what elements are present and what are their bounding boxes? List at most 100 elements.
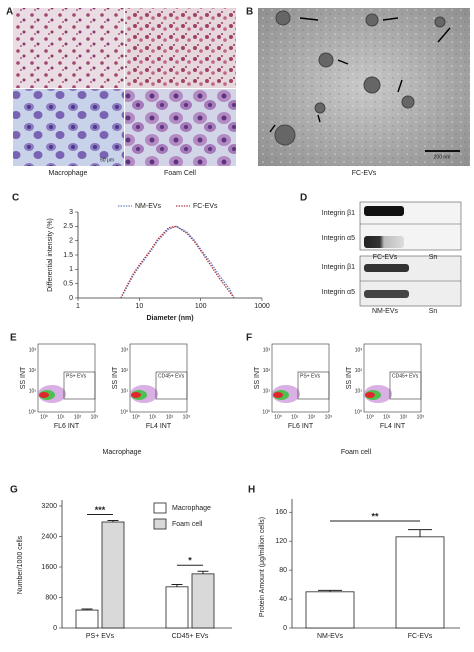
x-tick-label: CD45+ EVs xyxy=(172,633,209,640)
y-tick-label: 10¹ xyxy=(355,389,363,395)
x-tick-label: 10³ xyxy=(417,414,425,420)
axis xyxy=(77,212,262,299)
x-axis-label: FL6 INT xyxy=(288,423,314,430)
y-tick-label: 160 xyxy=(275,509,287,516)
y-axis-label: SS INT xyxy=(20,366,27,389)
bar xyxy=(165,586,189,629)
x-tick-label: 10¹ xyxy=(291,414,299,420)
y-axis-label: SS INT xyxy=(254,366,261,389)
vesicles xyxy=(274,10,446,146)
error-bar xyxy=(107,519,119,523)
y-tick-label: 1 xyxy=(69,266,73,273)
scatter-cloud xyxy=(131,392,141,398)
y-tick-label: 10² xyxy=(121,368,129,374)
x-tick-label: 10³ xyxy=(91,414,99,420)
y-axis-label: SS INT xyxy=(112,366,119,389)
gate xyxy=(297,371,330,400)
gate xyxy=(389,371,422,400)
y-tick-label: 0 xyxy=(283,625,287,632)
panel-label: G xyxy=(10,485,18,496)
bar xyxy=(101,521,125,629)
bar xyxy=(395,536,445,629)
panel-label: C xyxy=(12,193,19,204)
blot-row-label: Integrin α5 xyxy=(322,289,355,296)
gate-label: CD45+ EVs xyxy=(392,373,419,379)
x-axis-label: Diameter (nm) xyxy=(146,315,193,322)
error-bar xyxy=(81,608,93,611)
x-tick-label: 10¹ xyxy=(383,414,391,420)
y-tick-label: 800 xyxy=(45,594,57,601)
y-tick-label: 10² xyxy=(355,368,363,374)
panel-label: A xyxy=(6,7,13,18)
x-tick-label: 10⁰ xyxy=(366,414,374,420)
scale-bar-label: 50 μm xyxy=(100,157,114,163)
legend-label: FC-EVs xyxy=(193,203,218,210)
y-tick-label: 10⁰ xyxy=(262,409,270,415)
y-axis-label: Differential intensity (%) xyxy=(47,218,54,292)
y-tick-label: 2 xyxy=(69,238,73,245)
panel-label: H xyxy=(248,485,255,496)
y-tick-label: 1600 xyxy=(41,564,57,571)
legend-label: NM-EVs xyxy=(135,203,162,210)
micrograph xyxy=(13,89,124,166)
x-tick-label: 10⁰ xyxy=(132,414,140,420)
blot-row-label: Integrin α5 xyxy=(322,235,355,242)
y-tick-label: 10² xyxy=(263,368,271,374)
blot-band xyxy=(364,236,404,248)
error-bar xyxy=(197,570,209,574)
y-tick-label: 10³ xyxy=(263,348,271,354)
y-tick-label: 120 xyxy=(275,538,287,545)
x-tick-label: 10² xyxy=(74,414,82,420)
y-tick-label: 3200 xyxy=(41,503,57,510)
x-tick-label: 10⁰ xyxy=(40,414,48,420)
panel-label: F xyxy=(246,333,252,344)
scatter-cloud xyxy=(365,392,375,398)
y-tick-label: 2400 xyxy=(41,533,57,540)
blot-band xyxy=(364,206,404,216)
micrograph xyxy=(13,8,124,88)
x-tick-label: 10³ xyxy=(325,414,333,420)
significance-label: * xyxy=(188,556,192,566)
blot-band xyxy=(364,290,409,298)
error-bar xyxy=(171,584,183,587)
x-tick-label: 10² xyxy=(400,414,408,420)
y-tick-label: 1.5 xyxy=(63,252,73,259)
x-tick-label: PS+ EVs xyxy=(86,633,115,640)
significance-label: *** xyxy=(95,505,106,515)
blot-row-label: Integrin β1 xyxy=(322,264,355,271)
significance-label: ** xyxy=(371,511,379,521)
y-axis-label: Number/1000 cells xyxy=(17,535,24,594)
gate-label: PS+ EVs xyxy=(66,373,87,379)
legend-label: Macrophage xyxy=(172,505,211,512)
bar xyxy=(75,609,99,629)
scale-bar xyxy=(425,150,460,152)
x-tick-label: 10² xyxy=(308,414,316,420)
image-caption: Foam Cell xyxy=(164,170,196,177)
blot-lane-label: Sn xyxy=(429,254,438,261)
data-line xyxy=(120,225,235,299)
gate-label: CD45+ EVs xyxy=(158,373,185,379)
x-tick-label: 10⁰ xyxy=(274,414,282,420)
legend-swatch xyxy=(153,518,167,530)
x-tick-label: 10² xyxy=(166,414,174,420)
panel-caption: Foam cell xyxy=(341,449,372,456)
y-tick-label: 10³ xyxy=(29,348,37,354)
blot-lane-label: NM-EVs xyxy=(372,308,399,315)
gate-label: PS+ EVs xyxy=(300,373,321,379)
error-bar xyxy=(408,529,432,537)
blot-lane-label: Sn xyxy=(429,308,438,315)
y-tick-label: 80 xyxy=(279,567,287,574)
panel-label: B xyxy=(246,7,253,18)
x-tick-label: 1000 xyxy=(254,303,270,310)
y-tick-label: 10⁰ xyxy=(28,409,36,415)
y-tick-label: 10¹ xyxy=(263,389,271,395)
panel-label: D xyxy=(300,193,307,204)
x-tick-label: 10¹ xyxy=(149,414,157,420)
y-tick-label: 10³ xyxy=(355,348,363,354)
scale-bar-label: 200 nm xyxy=(434,154,451,160)
y-tick-label: 10⁰ xyxy=(120,409,128,415)
x-tick-label: 10¹ xyxy=(57,414,65,420)
image-caption: FC-EVs xyxy=(352,170,377,177)
y-tick-label: 10¹ xyxy=(121,389,129,395)
x-tick-label: NM-EVs xyxy=(317,633,344,640)
